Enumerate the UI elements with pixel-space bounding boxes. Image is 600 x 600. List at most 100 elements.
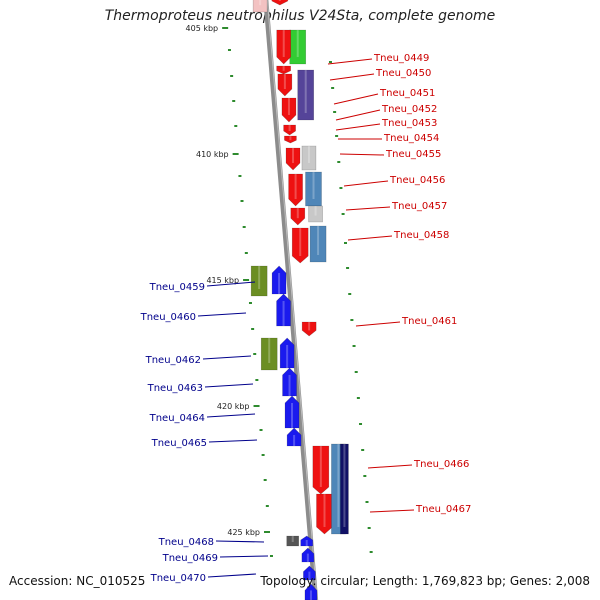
leader-forward bbox=[333, 93, 379, 105]
gene-label-forward: Tneu_0458 bbox=[393, 230, 449, 241]
gene-label-reverse: Tneu_0465 bbox=[151, 438, 207, 449]
gene-arrow-0468-shade bbox=[305, 540, 308, 546]
leader-reverse bbox=[215, 540, 265, 543]
gene-arrow-0468 bbox=[300, 535, 314, 547]
gene-label-reverse: Tneu_0459 bbox=[149, 282, 205, 293]
gene-block-top-a bbox=[252, 0, 268, 13]
gene-label-reverse: Tneu_0469 bbox=[162, 553, 218, 564]
gene-block-olive-a bbox=[250, 265, 268, 297]
kbp-label: 415 kbp bbox=[206, 276, 239, 285]
kbp-label: 410 kbp bbox=[196, 150, 229, 159]
gene-arrow-0458-shade bbox=[299, 228, 302, 256]
kbp-label: 420 kbp bbox=[217, 402, 250, 411]
accession-label: Accession: NC_010525 bbox=[9, 574, 146, 588]
gene-arrow-0457-shade bbox=[296, 208, 299, 219]
leader-forward bbox=[369, 509, 415, 513]
gene-label-reverse: Tneu_0470 bbox=[150, 573, 206, 584]
leader-reverse bbox=[219, 555, 269, 558]
genome-summary: Topology: circular; Length: 1,769,823 bp… bbox=[260, 574, 590, 588]
gene-block-dark-shade bbox=[291, 536, 294, 542]
gene-arrow-top bbox=[271, 0, 289, 6]
genome-title: Thermoproteus neutrophilus V24Sta, compl… bbox=[104, 8, 496, 24]
gene-block-grey-b-shade bbox=[314, 206, 317, 216]
leader-reverse bbox=[197, 312, 247, 317]
gene-arrow-0462-shade bbox=[286, 345, 289, 368]
gene-block-navy bbox=[340, 443, 349, 535]
leader-forward bbox=[339, 153, 385, 156]
gene-arrow-0455 bbox=[285, 147, 301, 171]
gene-arrow-0470-shade bbox=[308, 571, 311, 580]
kbp-label: 405 kbp bbox=[186, 24, 219, 33]
gene-label-forward: Tneu_0450 bbox=[375, 68, 431, 79]
gene-block-olive-b-shade bbox=[268, 338, 271, 363]
leader-reverse bbox=[208, 439, 258, 443]
leader-forward bbox=[335, 109, 381, 121]
gene-arrow-0461-shade bbox=[308, 322, 311, 331]
gene-arrow-bottom bbox=[304, 583, 318, 600]
gene-block-grey-a bbox=[301, 145, 317, 171]
gene-arrow-0460-shade bbox=[282, 301, 285, 326]
gene-arrow-0464 bbox=[284, 395, 300, 429]
gene-arrow-0460 bbox=[276, 293, 291, 327]
gene-arrow-0449 bbox=[276, 29, 292, 65]
leader-forward bbox=[335, 123, 381, 131]
gene-block-purple bbox=[297, 69, 315, 121]
gene-label-forward: Tneu_0467 bbox=[415, 504, 471, 515]
leader-reverse bbox=[206, 281, 256, 287]
gene-arrow-0465-shade bbox=[293, 435, 296, 446]
gene-label-forward: Tneu_0461 bbox=[401, 316, 457, 327]
gene-block-dark bbox=[286, 535, 300, 547]
gene-block-steel-a-shade bbox=[312, 172, 315, 199]
gene-label-forward: Tneu_0466 bbox=[413, 459, 469, 470]
leader-forward bbox=[327, 58, 373, 65]
gene-label-reverse: Tneu_0460 bbox=[140, 312, 196, 323]
genome-axis bbox=[263, 0, 319, 600]
gene-arrow-0450a-shade bbox=[282, 66, 285, 71]
gene-arrow-0453 bbox=[283, 124, 296, 136]
genome-axis-highlight bbox=[266, 0, 318, 600]
gene-block-steel-b bbox=[309, 225, 327, 263]
gene-label-forward: Tneu_0453 bbox=[381, 118, 437, 129]
gene-arrow-0465 bbox=[286, 427, 302, 447]
gene-block-grey-b bbox=[308, 205, 323, 223]
gene-arrow-0454 bbox=[284, 135, 297, 144]
gene-label-forward: Tneu_0449 bbox=[373, 53, 429, 64]
gene-arrow-0454-shade bbox=[289, 136, 292, 141]
gene-block-top-a-shade bbox=[259, 0, 262, 6]
gene-block-steel-b-shade bbox=[317, 226, 320, 255]
gene-arrow-0450a bbox=[276, 65, 291, 75]
gene-arrow-0462 bbox=[279, 337, 295, 369]
gene-label-forward: Tneu_0455 bbox=[385, 149, 441, 160]
gene-arrow-0450b-shade bbox=[283, 74, 286, 89]
gene-arrow-0456-shade bbox=[294, 174, 297, 199]
gene-arrow-0453-shade bbox=[288, 125, 291, 131]
gene-arrow-0456 bbox=[288, 173, 303, 207]
leader-forward bbox=[343, 180, 389, 187]
gene-arrow-0469-shade bbox=[306, 553, 309, 562]
leader-reverse bbox=[207, 573, 257, 578]
gene-arrow-0461 bbox=[301, 321, 317, 337]
gene-block-steel-c-shade bbox=[337, 444, 340, 527]
gene-arrow-bottom-shade bbox=[309, 590, 312, 600]
leader-forward bbox=[329, 73, 375, 81]
gene-arrow-0455-shade bbox=[292, 148, 295, 163]
gene-arrow-0450b bbox=[277, 73, 293, 97]
gene-arrow-0470 bbox=[303, 565, 316, 581]
gene-block-olive-a-shade bbox=[258, 266, 261, 289]
gene-arrow-0457 bbox=[290, 207, 306, 226]
gene-label-reverse: Tneu_0464 bbox=[149, 413, 205, 424]
gene-label-forward: Tneu_0456 bbox=[389, 175, 445, 186]
gene-label-forward: Tneu_0454 bbox=[383, 133, 439, 144]
gene-arrow-0451-shade bbox=[287, 98, 290, 115]
gene-arrow-0449-shade bbox=[282, 30, 285, 57]
gene-arrow-0451 bbox=[281, 97, 297, 123]
gene-arrow-top-shade bbox=[278, 0, 281, 1]
gene-arrow-0467-shade bbox=[323, 494, 326, 527]
gene-arrow-0469 bbox=[301, 547, 315, 563]
gene-label-reverse: Tneu_0468 bbox=[158, 537, 214, 548]
gene-arrow-0458 bbox=[291, 227, 309, 264]
gene-arrow-0466 bbox=[312, 445, 330, 495]
gene-block-navy-shade bbox=[343, 444, 346, 527]
leader-forward bbox=[355, 321, 401, 327]
